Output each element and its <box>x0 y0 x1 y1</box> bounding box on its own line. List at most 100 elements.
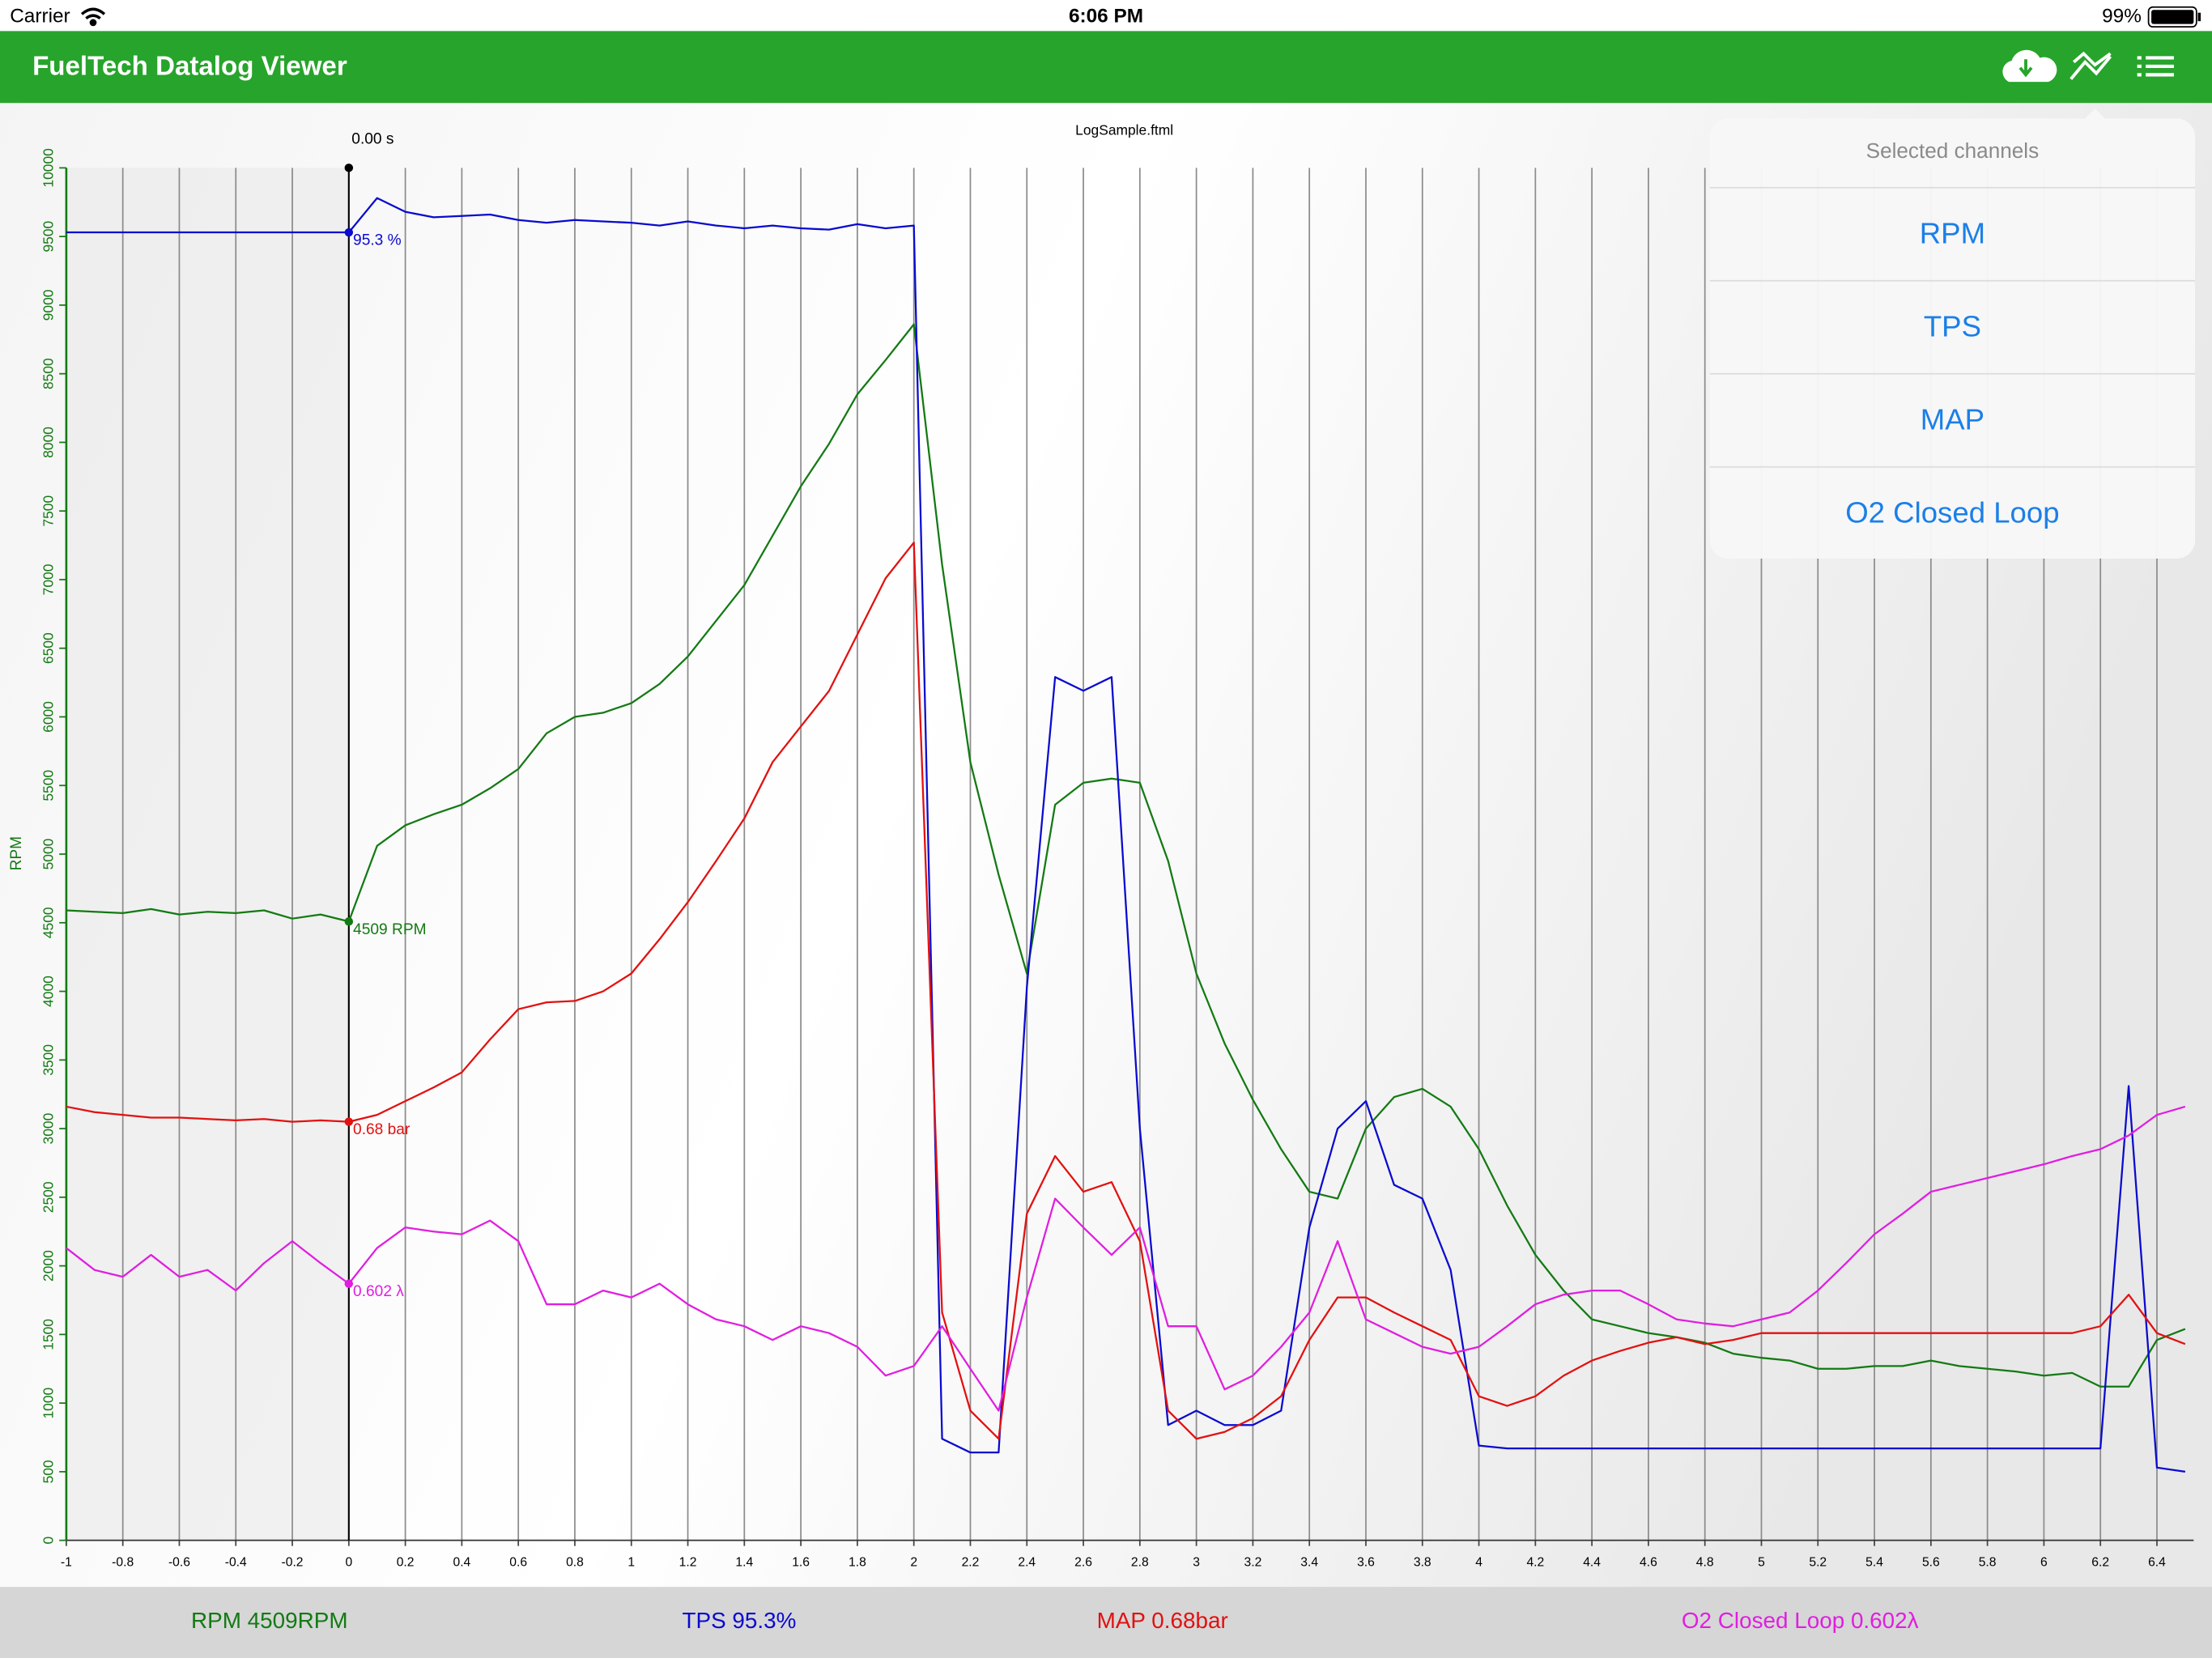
y-tick-label: 5500 <box>40 770 57 801</box>
clock: 6:06 PM <box>1069 5 1143 27</box>
x-tick-label: 6 <box>2040 1556 2048 1570</box>
y-tick-label: 6500 <box>40 632 57 664</box>
y-tick-label: 1500 <box>40 1319 57 1350</box>
x-tick-label: 2.2 <box>962 1556 980 1570</box>
y-tick-label: 3000 <box>40 1113 57 1145</box>
x-tick-label: -0.6 <box>168 1556 190 1570</box>
y-tick-label: 4500 <box>40 907 57 938</box>
x-tick-label: 0 <box>345 1556 352 1570</box>
y-tick-label: 8500 <box>40 358 57 389</box>
cursor-value: 4509 RPM <box>353 921 427 938</box>
cursor-point <box>344 227 354 237</box>
channels-popover: Selected channels RPM TPS MAP O2 Closed … <box>1709 108 2196 559</box>
x-tick-label: 0.8 <box>566 1556 584 1570</box>
x-tick-label: 5.2 <box>1809 1556 1827 1570</box>
y-tick-label: 8000 <box>40 427 57 458</box>
chart-title: LogSample.ftml <box>1075 122 1173 138</box>
history-region <box>66 168 349 1541</box>
x-tick-label: 3 <box>1193 1556 1200 1570</box>
popover-panel <box>1709 118 2196 559</box>
y-tick-label: 5000 <box>40 839 57 870</box>
cursor-point <box>344 917 354 926</box>
y-tick-label: 0 <box>40 1537 57 1545</box>
y-tick-label: 2000 <box>40 1250 57 1282</box>
x-tick-label: -0.4 <box>225 1556 247 1570</box>
x-tick-label: 3.4 <box>1300 1556 1318 1570</box>
y-tick-label: 2500 <box>40 1181 57 1213</box>
x-tick-label: 2.8 <box>1131 1556 1149 1570</box>
x-tick-label: 6.4 <box>2148 1556 2166 1570</box>
x-tick-label: 5 <box>1758 1556 1765 1570</box>
chart-channels-button[interactable] <box>2069 51 2112 80</box>
cursor-time: 0.00 s <box>351 131 393 148</box>
x-tick-label: -0.2 <box>282 1556 304 1570</box>
x-tick-label: 6.2 <box>2091 1556 2109 1570</box>
channel-item[interactable]: MAP <box>1921 403 1984 436</box>
y-tick-label: 10000 <box>40 148 57 187</box>
x-tick-label: 4 <box>1475 1556 1482 1570</box>
cursor-value: 95.3 % <box>353 232 402 249</box>
menu-button[interactable] <box>2137 56 2174 77</box>
nav-title: FuelTech Datalog Viewer <box>32 51 347 81</box>
carrier: Carrier <box>10 5 70 27</box>
cursor-point <box>344 1279 354 1288</box>
y-tick-label: 500 <box>40 1460 57 1483</box>
x-tick-label: 1.8 <box>849 1556 866 1570</box>
x-tick-label: 3.6 <box>1357 1556 1375 1570</box>
cursor-point <box>344 1117 354 1126</box>
x-tick-label: 5.4 <box>1865 1556 1883 1570</box>
battery-percent: 99% <box>2102 5 2142 27</box>
nav-bar <box>0 31 2212 104</box>
y-tick-label: 7000 <box>40 564 57 596</box>
cursor-value: 0.602 λ <box>353 1283 404 1300</box>
x-tick-label: 0.4 <box>453 1556 470 1570</box>
y-tick-label: 1000 <box>40 1388 57 1419</box>
x-tick-label: 0.2 <box>397 1556 415 1570</box>
y-tick-label: 9000 <box>40 290 57 321</box>
x-tick-label: 4.2 <box>1526 1556 1544 1570</box>
cursor-handle <box>344 164 354 172</box>
footer: RPM 4509RPM TPS 95.3% MAP 0.68bar O2 Closed… <box>191 1608 1919 1633</box>
series-line <box>66 1105 2186 1412</box>
footer-readout: TPS 95.3% <box>683 1608 797 1633</box>
y-tick-label: 9500 <box>40 221 57 253</box>
x-tick-label: -0.8 <box>112 1556 134 1570</box>
x-tick-label: 3.2 <box>1244 1556 1262 1570</box>
channel-item[interactable]: TPS <box>1924 310 1981 343</box>
x-tick-label: 1 <box>627 1556 635 1570</box>
series-line <box>66 542 2186 1440</box>
x-tick-label: 5.8 <box>1979 1556 1997 1570</box>
x-tick-label: 4.6 <box>1640 1556 1657 1570</box>
x-tick-label: 5.6 <box>1922 1556 1940 1570</box>
x-tick-label: 4.8 <box>1696 1556 1714 1570</box>
x-tick-label: 1.4 <box>735 1556 753 1570</box>
x-tick-label: 1.2 <box>679 1556 697 1570</box>
x-tick-label: 0.6 <box>509 1556 527 1570</box>
x-tick-label: 3.8 <box>1414 1556 1431 1570</box>
footer-readout: O2 Closed Loop 0.602λ <box>1682 1608 1919 1633</box>
wifi-icon <box>80 7 106 27</box>
x-tick-label: 2.6 <box>1074 1556 1092 1570</box>
y-tick-label: 6000 <box>40 701 57 733</box>
series-line <box>66 323 2186 1388</box>
series-line <box>66 197 2186 1473</box>
popover-header: Selected channels <box>1866 138 2040 163</box>
download-button[interactable] <box>2002 49 2057 83</box>
x-tick-label: 1.6 <box>792 1556 810 1570</box>
channel-item[interactable]: O2 Closed Loop <box>1845 496 2059 529</box>
channel-item[interactable]: RPM <box>1920 217 1985 250</box>
status-bar <box>0 0 2212 32</box>
x-tick-label: 2 <box>910 1556 917 1570</box>
y-tick-label: 4000 <box>40 976 57 1007</box>
cursor-value: 0.68 bar <box>353 1121 410 1138</box>
x-tick-label: 2.4 <box>1018 1556 1036 1570</box>
battery-icon <box>2147 6 2201 28</box>
y-axis-label: RPM <box>8 836 25 871</box>
y-tick-label: 3500 <box>40 1044 57 1076</box>
y-tick-label: 7500 <box>40 495 57 527</box>
footer-bar <box>0 1587 2212 1658</box>
x-tick-label: -1 <box>61 1556 72 1570</box>
footer-readout: MAP 0.68bar <box>1097 1608 1228 1633</box>
